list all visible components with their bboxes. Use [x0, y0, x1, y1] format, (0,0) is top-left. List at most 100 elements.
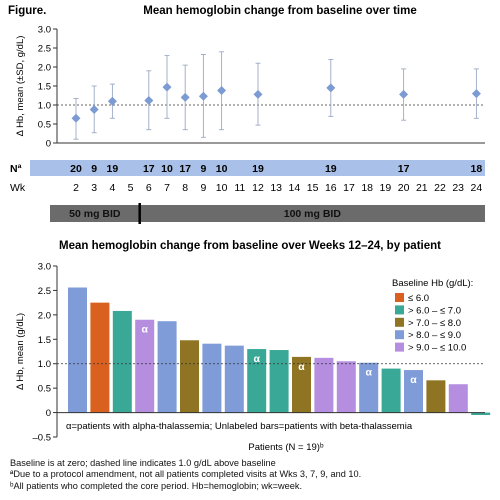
chart-1-n-value: 17 [143, 163, 155, 175]
chart-1-title: Mean hemoglobin change from baseline ove… [143, 5, 417, 17]
chart-1-x-tick-label: 8 [182, 182, 188, 194]
chart-1-n-band [30, 160, 485, 176]
chart-2-bar [314, 357, 334, 413]
chart-2-y-tick-label: 2.5 [38, 286, 51, 297]
chart-2-bar [292, 356, 311, 413]
chart-1-dose-band [139, 205, 485, 222]
chart-2-bar [180, 340, 199, 413]
chart-1-n-value: 19 [325, 163, 337, 175]
chart-2-y-axis-label: Δ Hb, mean (g/dL) [15, 313, 26, 390]
chart-2-legend-label: > 8.0 – ≤ 9.0 [408, 330, 461, 341]
chart-2-by-patient: –0.5 0 0.5 1.0 1.5 2.0 2.5 3.0 Δ Hb, mean (g/dL)… [15, 262, 491, 453]
chart-1-n-value: 9 [200, 163, 206, 175]
chart-2-legend-swatch [395, 342, 404, 352]
chart-1-x-tick-label: 11 [234, 182, 245, 194]
chart-1-x-tick-label: 9 [200, 182, 206, 194]
chart-1-data-point [71, 113, 81, 123]
chart-2-legend-label: > 9.0 – ≤ 10.0 [408, 343, 466, 354]
chart-1-x-tick-label: 23 [452, 182, 464, 194]
chart-1-data-point [180, 92, 190, 102]
chart-1-time-course: 0 0.5 1.0 1.5 2.0 2.5 3.0 Δ Hb, mean (±SD, g/dL… [10, 25, 485, 224]
chart-1-x-tick-label: 6 [146, 182, 152, 194]
chart-1-x-tick-label: 16 [325, 182, 337, 194]
chart-1-n-value: 20 [70, 163, 82, 175]
chart-1-x-tick-label: 24 [471, 182, 483, 194]
chart-1-data-point [198, 91, 208, 101]
chart-1-data-point [217, 86, 227, 96]
chart-2-x-axis-label: Patients (N = 19)ᵇ [248, 442, 324, 453]
chart-2-bar [247, 349, 267, 413]
chart-1-y-tick-label: 2.5 [38, 44, 51, 55]
chart-2-alpha-label: α [141, 324, 148, 336]
chart-2-bar [336, 361, 356, 413]
chart-2-title: Mean hemoglobin change from baseline ove… [59, 240, 441, 252]
chart-1-n-value: 10 [216, 163, 228, 175]
chart-2-bar [359, 362, 379, 413]
chart-2-legend-swatch [395, 317, 404, 327]
chart-1-dose-label: 50 mg BID [69, 208, 121, 220]
chart-2-y-tick-label: 0 [46, 408, 51, 419]
chart-1-x-tick-label: 17 [343, 182, 355, 194]
chart-1-x-tick-label: 4 [109, 182, 115, 194]
chart-1-y-tick-label: 3.0 [38, 25, 51, 36]
chart-1-x-tick-label: 22 [434, 182, 446, 194]
chart-1-data-point [162, 82, 172, 92]
chart-2-bar [448, 384, 468, 413]
chart-2-y-tick-label: 0.5 [38, 384, 51, 395]
chart-1-x-tick-label: 14 [289, 182, 301, 194]
chart-2-legend-swatch [395, 305, 404, 315]
chart-1-x-tick-label: 18 [361, 182, 373, 194]
chart-2-y-tick-label: –0.5 [33, 433, 52, 444]
figure-label: Figure. [8, 5, 46, 17]
chart-1-data-point [107, 96, 117, 106]
chart-1-x-tick-label: 10 [216, 182, 228, 194]
chart-2-bar [426, 380, 446, 413]
chart-1-n-value: 18 [471, 163, 483, 175]
footnote-patients: ᵇAll patients who completed the core per… [10, 480, 303, 491]
chart-2-alpha-label: α [410, 374, 417, 386]
chart-2-y-tick-label: 3.0 [38, 262, 51, 273]
chart-1-n-value: 17 [398, 163, 410, 175]
chart-1-x-tick-label: 13 [270, 182, 282, 194]
chart-2-bar [157, 321, 177, 413]
chart-2-legend-label: > 6.0 – ≤ 7.0 [408, 305, 461, 316]
chart-1-x-tick-label: 20 [398, 182, 410, 194]
chart-1-dose-label: 100 mg BID [284, 208, 342, 220]
chart-1-x-tick-label: 5 [128, 182, 134, 194]
chart-2-bar [224, 345, 244, 413]
chart-1-x-tick-label: 19 [380, 182, 392, 194]
footnotes: Baseline is at zero; dashed line indicat… [10, 458, 495, 492]
chart-2-alpha-label: α [298, 361, 305, 373]
chart-1-data-point [89, 105, 99, 115]
chart-2-legend-title: Baseline Hb (g/dL): [392, 278, 473, 289]
chart-2-annotation: α=patients with alpha-thalassemia; Unlab… [66, 421, 413, 432]
chart-2-y-tick-label: 1.0 [38, 359, 51, 370]
chart-1-n-label: Nª [10, 163, 22, 175]
chart-1-y-tick-label: 0.5 [38, 120, 51, 131]
chart-1-y-tick-label: 2.0 [38, 63, 51, 74]
chart-1-y-tick-label: 1.5 [38, 82, 51, 93]
chart-2-y-tick-label: 1.5 [38, 335, 51, 346]
chart-2-bar [404, 370, 423, 413]
footnote-baseline: Baseline is at zero; dashed line indicat… [10, 458, 276, 468]
chart-2-bar [269, 350, 289, 413]
chart-1-n-value: 19 [107, 163, 119, 175]
chart-2-bar [471, 412, 491, 416]
chart-2-legend-swatch [395, 293, 404, 302]
chart-2-legend-label: > 7.0 – ≤ 8.0 [408, 318, 461, 329]
chart-1-x-tick-label: 21 [416, 182, 428, 194]
chart-2-y-tick-label: 2.0 [38, 310, 51, 321]
chart-1-x-tick-label: 2 [73, 182, 79, 194]
chart-2-alpha-label: α [365, 367, 372, 379]
chart-2-bar [135, 319, 155, 413]
chart-1-y-tick-label: 0 [46, 139, 51, 150]
chart-2-bar [381, 368, 401, 413]
chart-1-y-tick-label: 1.0 [38, 101, 51, 112]
chart-1-x-axis-label: Wk [10, 182, 26, 194]
chart-1-data-point [471, 89, 481, 99]
chart-1-data-point [326, 83, 336, 93]
chart-2-legend-label: ≤ 6.0 [408, 293, 429, 304]
chart-1-dose-band [50, 205, 140, 222]
chart-1-data-point [253, 89, 263, 99]
